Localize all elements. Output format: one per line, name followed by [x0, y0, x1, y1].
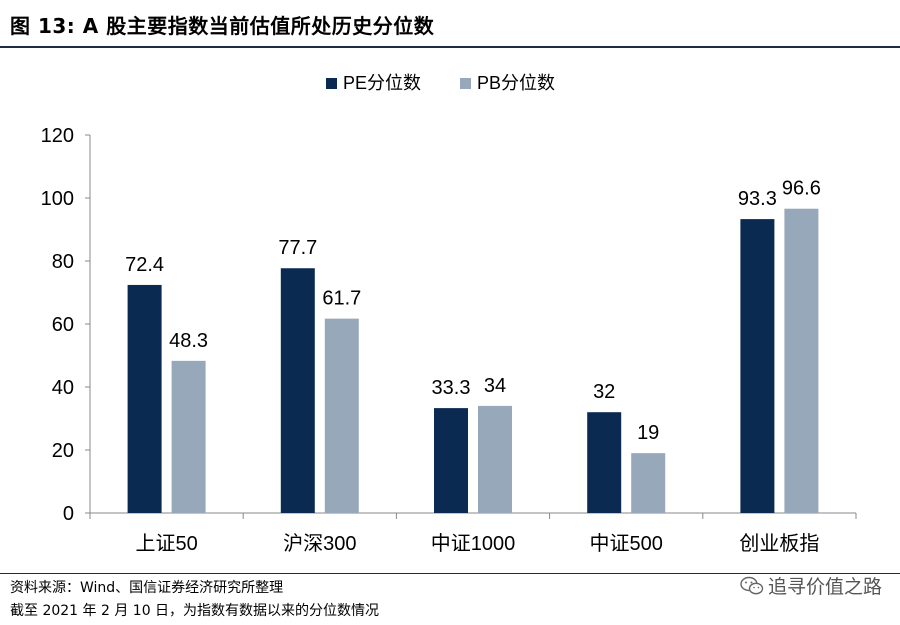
data-label-pb: 61.7: [322, 288, 361, 310]
y-tick-label: 40: [52, 377, 74, 399]
x-tick-label: 上证50: [135, 532, 197, 555]
wechat-icon: [740, 576, 764, 594]
title-bar: 图 13: A 股主要指数当前估值所处历史分位数: [0, 0, 900, 48]
source-note: 资料来源：Wind、国信证券经济研究所整理: [10, 580, 284, 596]
y-tick-label: 60: [52, 314, 74, 336]
bar-pe: [280, 268, 315, 513]
bar-pe: [740, 219, 775, 514]
y-tick-label: 100: [41, 188, 74, 210]
y-tick-label: 0: [63, 503, 74, 525]
footer-divider: [0, 573, 900, 574]
bar-pe: [587, 412, 622, 513]
x-tick-label: 中证1000: [431, 532, 516, 555]
y-tick-label: 120: [41, 125, 74, 147]
legend-label-1: PB分位数: [477, 73, 555, 93]
data-label-pb: 34: [484, 375, 506, 397]
legend-label-0: PE分位数: [343, 73, 421, 93]
data-label-pe: 33.3: [432, 377, 471, 399]
bar-pb: [631, 453, 666, 513]
bar-pe: [434, 408, 468, 513]
y-tick-label: 20: [52, 440, 74, 462]
bar-pe: [127, 284, 162, 513]
y-tick-label: 80: [52, 251, 74, 273]
bar-pb: [784, 208, 819, 513]
bar-pb: [478, 405, 512, 513]
date-note: 截至 2021 年 2 月 10 日，为指数有数据以来的分位数情况: [10, 603, 380, 619]
data-label-pe: 77.7: [278, 237, 317, 259]
data-label-pe: 32: [593, 381, 615, 403]
bar-pb: [171, 360, 206, 513]
bar-pb: [324, 318, 359, 513]
legend-swatch-0: [326, 78, 337, 89]
watermark: 追寻价值之路: [740, 572, 882, 599]
data-label-pe: 93.3: [738, 188, 777, 210]
data-label-pb: 48.3: [169, 330, 208, 352]
x-tick-label: 沪深300: [283, 532, 356, 555]
data-label-pb: 96.6: [782, 178, 821, 200]
x-tick-label: 中证500: [590, 532, 663, 555]
bar-chart: PE分位数 PB分位数 0 20 40 60 80 100 120 上证50 72.4 48.3 沪深3…: [41, 73, 857, 555]
x-tick-label: 创业板指: [739, 532, 819, 555]
data-label-pb: 19: [637, 422, 659, 444]
data-label-pe: 72.4: [125, 254, 164, 276]
legend-swatch-1: [460, 78, 471, 89]
watermark-text: 追寻价值之路: [767, 576, 882, 598]
chart-title: 图 13: A 股主要指数当前估值所处历史分位数: [10, 14, 435, 38]
